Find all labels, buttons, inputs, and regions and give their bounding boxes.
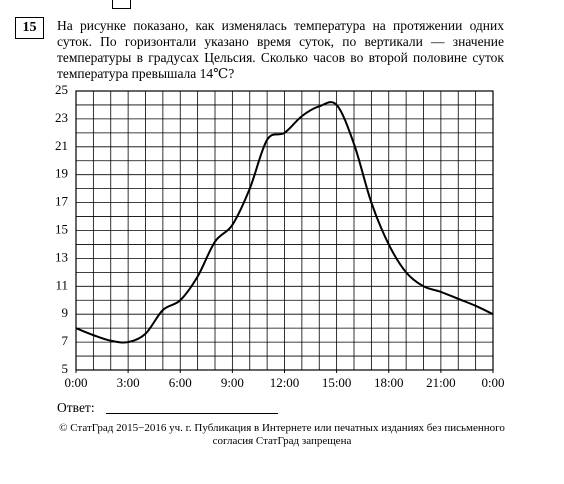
problem-text: На рисунке показано, как изменялась темп…	[57, 18, 504, 81]
y-tick-label: 9	[62, 305, 69, 320]
y-tick-label: 15	[55, 221, 68, 236]
x-tick-label: 18:00	[374, 375, 404, 390]
y-tick-label: 25	[55, 82, 68, 97]
answer-label: Ответ:	[57, 400, 95, 415]
y-tick-label: 17	[55, 194, 69, 209]
x-tick-label: 6:00	[169, 375, 192, 390]
y-tick-label: 11	[55, 277, 68, 292]
x-tick-label: 12:00	[270, 375, 300, 390]
y-tick-label: 21	[55, 138, 68, 153]
x-tick-label: 21:00	[426, 375, 456, 390]
temperature-line	[75, 101, 494, 344]
x-tick-label: 3:00	[117, 375, 140, 390]
footer: © СтатГрад 2015−2016 уч. г. Публикация в…	[0, 422, 564, 448]
x-tick-label: 0:00	[64, 375, 87, 390]
x-tick-label: 0:00	[481, 375, 504, 390]
y-tick-label: 7	[62, 333, 69, 348]
y-tick-label: 23	[55, 110, 68, 125]
footer-line: © СтатГрад 2015−2016 уч. г. Публикация в…	[59, 422, 505, 434]
box-decoration	[112, 0, 131, 9]
plot-frame	[75, 90, 494, 371]
x-tick-label: 9:00	[221, 375, 244, 390]
y-tick-label: 5	[62, 361, 69, 376]
y-tick-label: 19	[55, 166, 68, 181]
x-tick-label: 15:00	[322, 375, 352, 390]
problem-number: 15	[15, 17, 44, 39]
footer-line: согласия СтатГрад запрещена	[212, 435, 352, 447]
answer-line	[106, 413, 278, 414]
chart: 5 7 9 11 13 15 17 19 21 23 25 0:00 3:00 6:00 9:00 12:00…	[55, 82, 505, 390]
y-tick-label: 13	[55, 249, 68, 264]
